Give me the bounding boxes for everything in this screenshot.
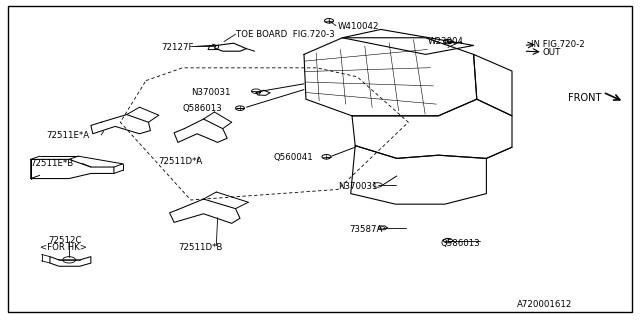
Text: W23004: W23004 <box>428 37 463 46</box>
Text: 72127F: 72127F <box>161 43 194 52</box>
Text: <FOR HK>: <FOR HK> <box>40 244 86 252</box>
Text: Q586013: Q586013 <box>440 239 480 248</box>
Text: FRONT: FRONT <box>568 92 602 103</box>
Text: N370031: N370031 <box>191 88 230 97</box>
Text: A720001612: A720001612 <box>517 300 573 309</box>
Text: Q586013: Q586013 <box>182 104 222 113</box>
Text: 72511D*A: 72511D*A <box>159 157 203 166</box>
Text: N370031: N370031 <box>338 182 378 191</box>
Text: W410042: W410042 <box>338 22 380 31</box>
Text: Q560041: Q560041 <box>274 153 314 162</box>
Text: IN FIG.720-2: IN FIG.720-2 <box>531 40 585 49</box>
Text: 72512C: 72512C <box>48 236 81 245</box>
Text: OUT: OUT <box>543 48 561 57</box>
Text: 72511E*A: 72511E*A <box>46 131 89 140</box>
Text: 72511E*B: 72511E*B <box>31 159 74 168</box>
Text: 72511D*B: 72511D*B <box>178 243 222 252</box>
Text: TOE BOARD  FIG.720-3: TOE BOARD FIG.720-3 <box>236 30 334 39</box>
Text: 73587A: 73587A <box>349 225 382 234</box>
